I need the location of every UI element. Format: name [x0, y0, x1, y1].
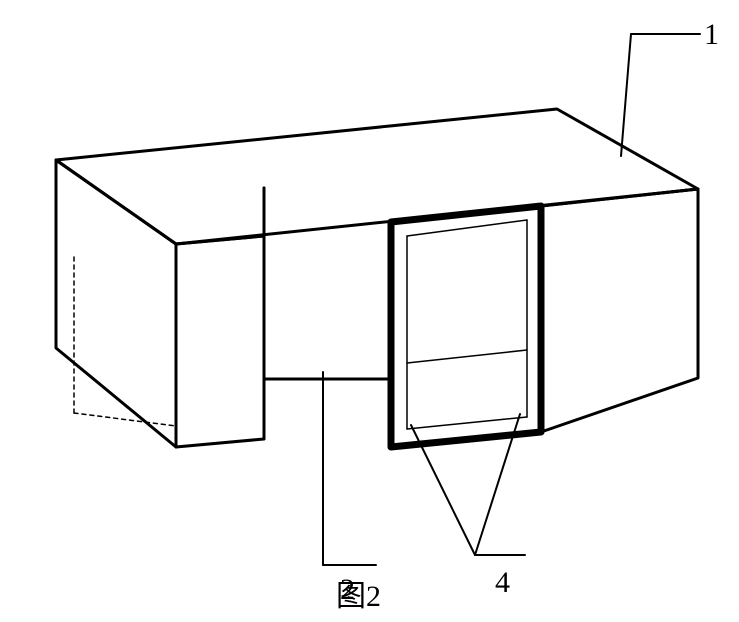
label-4: 4 — [495, 568, 510, 598]
diagram-body — [56, 109, 698, 447]
label-1: 1 — [704, 20, 719, 50]
figure-svg — [0, 0, 739, 622]
figure-caption: 图2 — [336, 582, 381, 612]
